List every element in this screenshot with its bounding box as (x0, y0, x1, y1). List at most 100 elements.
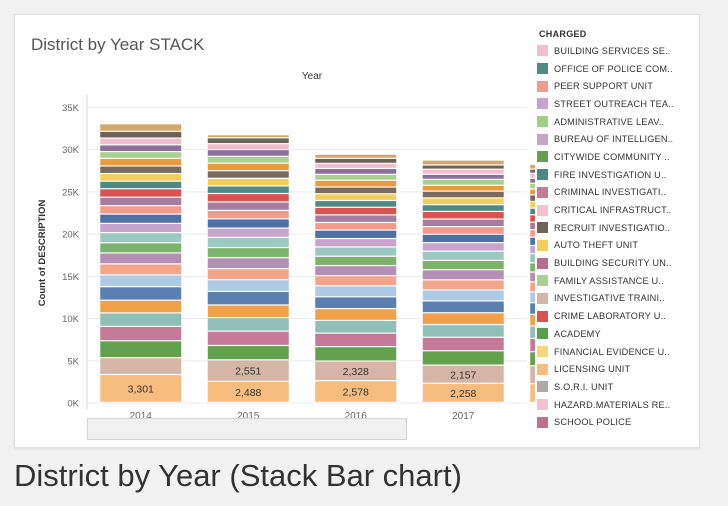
bar-segment[interactable] (100, 158, 182, 166)
legend-item[interactable]: LICENSING UNIT (537, 360, 697, 378)
legend-item[interactable]: BUILDING SERVICES SE.. (537, 42, 697, 60)
bar-segment[interactable] (422, 243, 504, 251)
bar-segment[interactable] (422, 337, 504, 351)
bar-segment[interactable] (100, 152, 182, 158)
legend-item[interactable]: BUILDING SECURITY UN.. (537, 254, 697, 272)
bar-segment[interactable] (100, 275, 182, 287)
bar-segment[interactable] (530, 254, 535, 263)
bar-segment[interactable] (315, 286, 397, 297)
bar-segment[interactable] (422, 198, 504, 205)
legend-item[interactable]: FAMILY ASSISTANCE U.. (537, 272, 697, 290)
bar-segment[interactable] (422, 212, 504, 219)
bar-segment[interactable] (315, 361, 397, 381)
bar-segment[interactable] (422, 191, 504, 198)
bar-segment[interactable] (100, 166, 182, 173)
bar-segment[interactable] (530, 326, 535, 338)
bar-segment[interactable] (100, 138, 182, 145)
bar-segment[interactable] (422, 290, 504, 301)
bar-segment[interactable] (207, 163, 289, 171)
bar-segment[interactable] (315, 215, 397, 222)
bar-segment[interactable] (100, 223, 182, 233)
bar-segment[interactable] (530, 246, 535, 254)
bar-segment[interactable] (530, 208, 535, 215)
bar-segment[interactable] (207, 258, 289, 269)
bar-segment[interactable] (315, 381, 397, 402)
bar-segment[interactable] (315, 247, 397, 256)
bar-segment[interactable] (530, 169, 535, 173)
bar-segment[interactable] (207, 178, 289, 186)
bar-segment[interactable] (207, 238, 289, 247)
legend-item[interactable]: ADMINISTRATIVE LEAV.. (537, 113, 697, 131)
legend-item[interactable]: AUTO THEFT UNIT (537, 237, 697, 255)
bar-segment[interactable] (100, 233, 182, 243)
bar-segment[interactable] (207, 346, 289, 360)
bar-segment[interactable] (422, 165, 504, 169)
bar-segment[interactable] (422, 179, 504, 185)
bar-segment[interactable] (315, 187, 397, 194)
bar-segment[interactable] (422, 174, 504, 179)
bar-segment[interactable] (422, 185, 504, 191)
bar-segment[interactable] (530, 282, 535, 292)
bar-segment[interactable] (207, 186, 289, 193)
bar-segment[interactable] (100, 375, 182, 402)
bar-segment[interactable] (100, 145, 182, 151)
bar-segment[interactable] (315, 169, 397, 174)
bar-segment[interactable] (207, 202, 289, 210)
legend-item[interactable]: RECRUIT INVESTIGATIO.. (537, 219, 697, 237)
bar-stack[interactable] (207, 135, 289, 402)
bar-segment[interactable] (100, 206, 182, 214)
legend-item[interactable]: CRIME LABORATORY U.. (537, 307, 697, 325)
bar-segment[interactable] (100, 243, 182, 253)
legend-item[interactable]: STREET OUTREACH TEA.. (537, 95, 697, 113)
bar-segment[interactable] (530, 195, 535, 201)
bar-segment[interactable] (315, 201, 397, 207)
bar-segment[interactable] (100, 181, 182, 189)
bar-segment[interactable] (100, 313, 182, 326)
bar-segment[interactable] (207, 210, 289, 219)
bar-segment[interactable] (100, 264, 182, 275)
bar-segment[interactable] (530, 292, 535, 303)
bar-segment[interactable] (530, 230, 535, 237)
stacked-bar-chart[interactable]: Year Count of DESCRIPTION 0K 5K 10K 15K 20K 2… (15, 15, 535, 447)
bar-segment[interactable] (207, 280, 289, 291)
bar-segment[interactable] (315, 174, 397, 180)
horizontal-scrollbar[interactable] (87, 418, 407, 440)
bar-stack[interactable] (100, 124, 182, 402)
bar-segment[interactable] (207, 360, 289, 381)
bar-segment[interactable] (315, 163, 397, 168)
bar-segment[interactable] (100, 197, 182, 206)
bar-segment[interactable] (530, 215, 535, 222)
bar-segment[interactable] (422, 227, 504, 234)
bar-segment[interactable] (530, 183, 535, 189)
bar-segment[interactable] (207, 171, 289, 178)
bar-segment[interactable] (530, 164, 535, 169)
bar-segment[interactable] (422, 219, 504, 227)
bar-segment[interactable] (315, 180, 397, 187)
bar-segment[interactable] (422, 169, 504, 174)
bar-segment[interactable] (207, 228, 289, 237)
bar-segment[interactable] (207, 331, 289, 345)
legend-item[interactable]: BUREAU OF INTELLIGEN.. (537, 130, 697, 148)
bar-segment[interactable] (530, 222, 535, 230)
bar-segment[interactable] (100, 358, 182, 374)
legend-item[interactable]: OFFICE OF POLICE COM.. (537, 60, 697, 78)
legend-item[interactable]: ACADEMY (537, 325, 697, 343)
bar-segment[interactable] (315, 207, 397, 215)
legend-item[interactable]: CRITICAL INFRASTRUCT.. (537, 201, 697, 219)
bar-segment[interactable] (207, 156, 289, 163)
bar-segment[interactable] (530, 352, 535, 366)
bar-stack[interactable] (530, 164, 535, 402)
bar-segment[interactable] (530, 173, 535, 178)
bar-segment[interactable] (207, 194, 289, 202)
bar-segment[interactable] (207, 381, 289, 402)
bar-segment[interactable] (100, 300, 182, 313)
bar-stack[interactable] (315, 154, 397, 402)
bar-segment[interactable] (530, 384, 535, 402)
bar-segment[interactable] (422, 251, 504, 260)
bar-segment[interactable] (207, 269, 289, 280)
legend-item[interactable]: SCHOOL POLICE (537, 413, 697, 431)
bar-segment[interactable] (422, 280, 504, 290)
bar-segment[interactable] (207, 248, 289, 258)
bar-segment[interactable] (100, 131, 182, 138)
bar-segment[interactable] (422, 313, 504, 324)
